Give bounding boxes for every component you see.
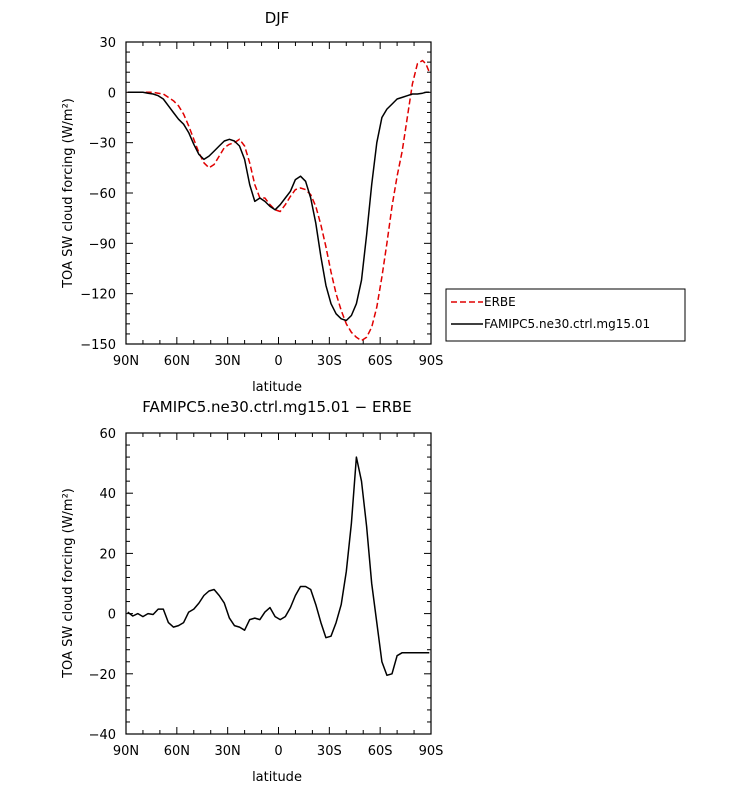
top-series-line-model [127, 91, 430, 322]
top-chart-title: DJF [265, 9, 290, 27]
top-x-axis-label: latitude [252, 380, 302, 395]
bottom-y-tick-label: 20 [99, 547, 116, 562]
top-legend: ERBE FAMIPC5.ne30.ctrl.mg15.01 [445, 288, 686, 342]
bottom-y-tick-label: −40 [89, 728, 116, 743]
top-y-tick-label: 0 [108, 86, 116, 101]
top-y-tick-label: 30 [99, 36, 116, 51]
legend-label-model: FAMIPC5.ne30.ctrl.mg15.01 [484, 317, 650, 331]
bottom-y-axis-label: TOA SW cloud forcing (W/m²) [61, 488, 76, 679]
top-y-tick-label: −150 [80, 338, 116, 353]
top-y-tick-label: −60 [89, 187, 116, 202]
top-panel: DJF 90N 60N 30N 0 30S 60S 90S 30 0 −30 −60 −90 −120 −… [61, 9, 686, 395]
top-x-tick-label: 90S [419, 354, 444, 369]
top-y-tick-label: −120 [80, 288, 116, 303]
bottom-x-axis-label: latitude [252, 770, 302, 785]
bottom-x-tick-label: 90S [419, 744, 444, 759]
top-x-tick-label: 90N [113, 354, 139, 369]
top-plot-frame [125, 41, 432, 345]
bottom-y-tick-label: 40 [99, 487, 116, 502]
top-x-tick-label: 60N [164, 354, 190, 369]
bottom-y-tick-label: −20 [89, 668, 116, 683]
top-x-tick-label: 30N [215, 354, 241, 369]
bottom-plot-area [127, 456, 430, 677]
legend-label-erbe: ERBE [484, 295, 516, 309]
top-plot-area [127, 59, 430, 342]
bottom-y-tick-label: 0 [108, 608, 116, 623]
bottom-panel: FAMIPC5.ne30.ctrl.mg15.01 − ERBE 90N 60N 3… [61, 398, 443, 785]
bottom-axes: 90N 60N 30N 0 30S 60S 90S 60 40 20 0 −20 −40 [89, 427, 444, 759]
top-axes: 90N 60N 30N 0 30S 60S 90S 30 0 −30 −60 −90 −120 −150 [80, 36, 443, 369]
top-x-tick-label: 0 [274, 354, 282, 369]
top-y-axis-label: TOA SW cloud forcing (W/m²) [61, 98, 76, 289]
bottom-x-tick-label: 60S [368, 744, 393, 759]
legend-box [445, 288, 686, 342]
bottom-series-line-difference [127, 456, 430, 677]
bottom-x-tick-label: 90N [113, 744, 139, 759]
top-y-tick-label: −30 [89, 137, 116, 152]
top-y-tick-label: −90 [89, 237, 116, 252]
bottom-x-tick-label: 0 [274, 744, 282, 759]
top-x-tick-label: 60S [368, 354, 393, 369]
bottom-x-tick-label: 30N [215, 744, 241, 759]
bottom-y-tick-label: 60 [99, 427, 116, 442]
bottom-x-tick-label: 60N [164, 744, 190, 759]
bottom-x-tick-label: 30S [317, 744, 342, 759]
bottom-chart-title: FAMIPC5.ne30.ctrl.mg15.01 − ERBE [142, 398, 411, 416]
top-series-line-erbe [127, 59, 430, 342]
bottom-plot-frame [125, 432, 432, 735]
top-x-tick-label: 30S [317, 354, 342, 369]
